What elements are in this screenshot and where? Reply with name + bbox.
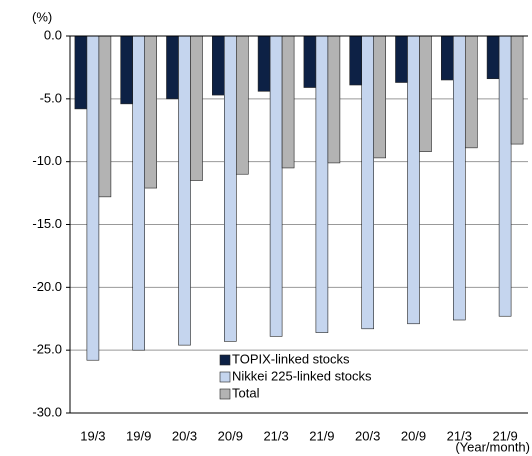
bar xyxy=(486,35,500,80)
legend-swatch xyxy=(219,354,231,366)
bar xyxy=(257,35,271,92)
y-tick-label: -10.0 xyxy=(32,153,62,168)
x-tick-label: 21/3 xyxy=(263,428,288,443)
bar xyxy=(407,35,420,325)
bar xyxy=(120,35,133,105)
y-tick-label: -20.0 xyxy=(32,279,62,294)
y-tick-label: -25.0 xyxy=(32,342,62,357)
x-tick-label: 21/3 xyxy=(447,428,472,443)
bar xyxy=(440,35,454,81)
bar xyxy=(144,35,157,189)
y-tick-label: 0.0 xyxy=(44,27,62,42)
bar xyxy=(178,35,191,346)
bar xyxy=(236,35,249,175)
x-tick-label: 20/3 xyxy=(172,428,197,443)
legend-label: TOPIX-linked stocks xyxy=(232,351,350,366)
bar xyxy=(419,35,432,152)
y-axis-label: (%) xyxy=(32,9,52,24)
x-tick-label: 20/9 xyxy=(218,428,243,443)
y-tick-label: -15.0 xyxy=(32,216,62,231)
x-tick-label: 21/9 xyxy=(309,428,334,443)
x-tick-label: 19/9 xyxy=(126,428,151,443)
x-tick-label: 21/9 xyxy=(492,428,517,443)
bar xyxy=(510,35,524,145)
bar xyxy=(281,35,295,169)
bar xyxy=(74,35,88,110)
legend-swatch xyxy=(219,371,231,383)
bar xyxy=(395,35,408,83)
bar xyxy=(98,35,112,198)
x-axis-label: (Year/month) xyxy=(455,439,530,454)
bar xyxy=(452,35,466,321)
bar xyxy=(464,35,478,149)
legend-swatch xyxy=(219,388,231,400)
bar xyxy=(224,35,237,342)
bar xyxy=(132,35,145,351)
bar xyxy=(166,35,179,100)
y-tick-label: -30.0 xyxy=(32,404,62,419)
y-tick-label: -5.0 xyxy=(40,90,62,105)
bar xyxy=(303,35,317,88)
bar xyxy=(212,35,225,96)
x-tick-label: 19/3 xyxy=(80,428,105,443)
bar xyxy=(361,35,375,330)
x-tick-label: 20/9 xyxy=(401,428,426,443)
bar xyxy=(86,35,100,361)
x-tick-label: 20/3 xyxy=(355,428,380,443)
legend-label: Total xyxy=(232,385,260,400)
bar xyxy=(327,35,341,164)
bar xyxy=(498,35,512,317)
bar xyxy=(269,35,283,337)
bar xyxy=(349,35,363,86)
legend-label: Nikkei 225-linked stocks xyxy=(232,368,372,383)
bar xyxy=(190,35,203,181)
bar xyxy=(315,35,329,333)
bar xyxy=(373,35,387,159)
